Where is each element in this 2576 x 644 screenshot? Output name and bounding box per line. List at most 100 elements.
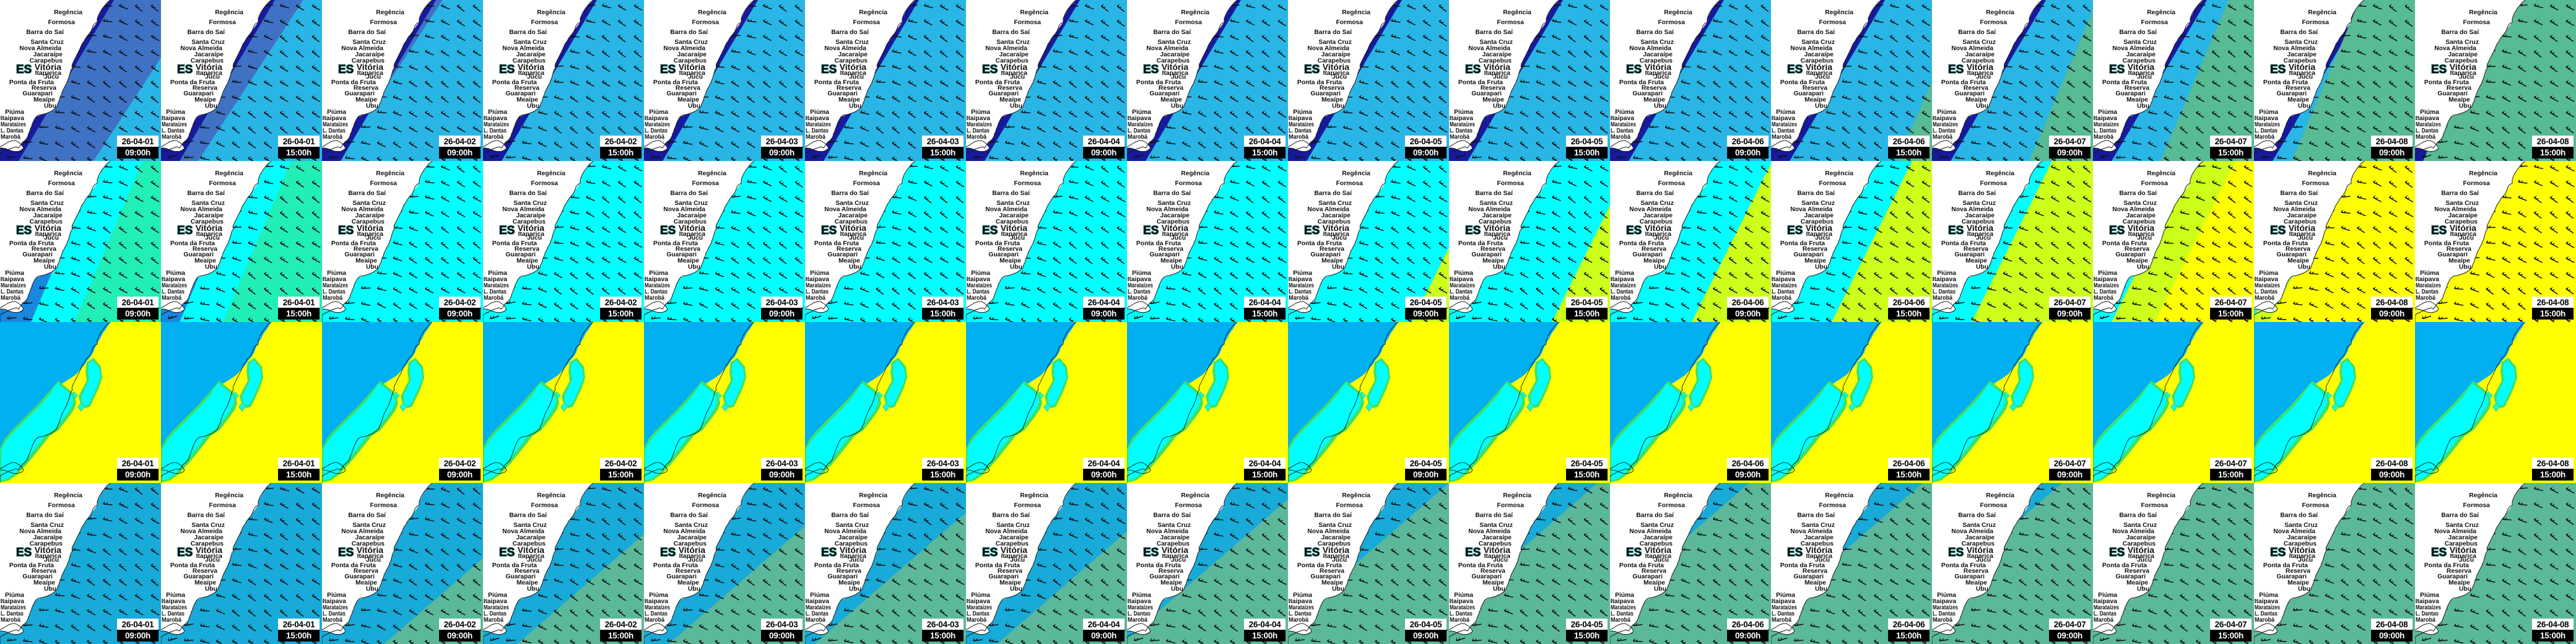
svg-text:Ubu: Ubu	[205, 103, 217, 110]
svg-text:Barra do Saí: Barra do Saí	[26, 190, 64, 197]
svg-text:Marobá: Marobá	[1, 134, 20, 141]
svg-text:Marobá: Marobá	[1772, 134, 1791, 141]
svg-text:ES: ES	[660, 63, 676, 76]
svg-text:Marobá: Marobá	[2255, 134, 2274, 141]
svg-text:Ubu: Ubu	[1010, 103, 1022, 110]
svg-text:Regência: Regência	[1503, 9, 1531, 16]
svg-text:Marobá: Marobá	[484, 134, 503, 141]
svg-text:Barra do Saí: Barra do Saí	[1636, 29, 1674, 36]
svg-text:Formosa: Formosa	[1980, 19, 2008, 26]
svg-text:Marobá: Marobá	[162, 134, 181, 141]
svg-text:Formosa: Formosa	[2302, 19, 2330, 26]
svg-text:Ubu: Ubu	[527, 103, 539, 110]
svg-text:ES: ES	[2431, 63, 2447, 76]
svg-text:Marobá: Marobá	[967, 134, 986, 141]
svg-text:Regência: Regência	[2147, 9, 2175, 16]
svg-text:Ubu: Ubu	[2459, 103, 2471, 110]
svg-text:Regência: Regência	[54, 170, 82, 177]
svg-text:ES: ES	[1948, 63, 1964, 76]
svg-text:Barra do Saí: Barra do Saí	[26, 29, 64, 36]
svg-text:Barra do Saí: Barra do Saí	[348, 29, 386, 36]
svg-text:Formosa: Formosa	[48, 19, 76, 26]
svg-text:Ubu: Ubu	[2298, 103, 2310, 110]
svg-text:ES: ES	[2109, 63, 2125, 76]
svg-text:Ubu: Ubu	[44, 103, 56, 110]
svg-text:Marobá: Marobá	[1289, 134, 1308, 141]
svg-text:Ubu: Ubu	[1171, 103, 1183, 110]
svg-text:Barra do Saí: Barra do Saí	[670, 29, 708, 36]
svg-text:ES: ES	[1626, 63, 1642, 76]
svg-text:Barra do Saí: Barra do Saí	[831, 29, 869, 36]
svg-text:Marobá: Marobá	[1933, 134, 1952, 141]
svg-text:ES: ES	[982, 63, 998, 76]
svg-text:ES: ES	[821, 63, 837, 76]
svg-text:Regência: Regência	[215, 170, 243, 177]
svg-text:Barra do Saí: Barra do Saí	[2280, 29, 2318, 36]
svg-text:ES: ES	[1304, 63, 1320, 76]
svg-text:Regência: Regência	[1825, 9, 1853, 16]
svg-text:Formosa: Formosa	[1336, 19, 1364, 26]
svg-text:Ubu: Ubu	[1654, 103, 1666, 110]
svg-text:Marobá: Marobá	[323, 134, 342, 141]
svg-text:Formosa: Formosa	[1658, 19, 1686, 26]
svg-text:ES: ES	[2270, 63, 2286, 76]
svg-text:Ubu: Ubu	[205, 264, 217, 271]
svg-text:Ubu: Ubu	[1815, 103, 1827, 110]
svg-text:Regência: Regência	[1664, 9, 1692, 16]
svg-text:Regência: Regência	[1986, 9, 2014, 16]
svg-text:Regência: Regência	[376, 9, 404, 16]
svg-text:ES: ES	[1143, 63, 1159, 76]
svg-text:Ubu: Ubu	[1332, 103, 1344, 110]
svg-text:ES: ES	[177, 63, 193, 76]
svg-text:Regência: Regência	[1020, 9, 1048, 16]
svg-text:Marobá: Marobá	[1450, 134, 1469, 141]
svg-text:Marobá: Marobá	[2416, 134, 2435, 141]
svg-text:ES: ES	[177, 224, 193, 237]
svg-text:Formosa: Formosa	[209, 180, 237, 187]
svg-text:ES: ES	[499, 63, 515, 76]
svg-text:Barra do Saí: Barra do Saí	[2119, 29, 2157, 36]
svg-text:Formosa: Formosa	[48, 180, 76, 187]
svg-text:Marobá: Marobá	[162, 295, 181, 302]
svg-text:Barra do Saí: Barra do Saí	[2441, 29, 2479, 36]
svg-text:Formosa: Formosa	[692, 19, 720, 26]
svg-text:ES: ES	[16, 63, 32, 76]
svg-text:Marobá: Marobá	[1128, 134, 1147, 141]
svg-text:Barra do Saí: Barra do Saí	[1797, 29, 1835, 36]
svg-text:ES: ES	[1787, 63, 1803, 76]
svg-text:Marobá: Marobá	[1611, 134, 1630, 141]
svg-text:Barra do Saí: Barra do Saí	[992, 29, 1030, 36]
svg-text:Ubu: Ubu	[688, 103, 700, 110]
svg-text:Formosa: Formosa	[1175, 19, 1203, 26]
svg-text:Barra do Saí: Barra do Saí	[509, 29, 547, 36]
svg-text:Barra do Saí: Barra do Saí	[1958, 29, 1996, 36]
svg-text:Barra do Saí: Barra do Saí	[187, 190, 225, 197]
svg-text:Barra do Saí: Barra do Saí	[187, 29, 225, 36]
svg-text:Formosa: Formosa	[531, 19, 559, 26]
svg-text:ES: ES	[338, 63, 354, 76]
svg-text:Formosa: Formosa	[209, 19, 237, 26]
svg-text:Formosa: Formosa	[2141, 19, 2169, 26]
svg-text:Ubu: Ubu	[366, 103, 378, 110]
svg-text:Regência: Regência	[2469, 9, 2497, 16]
svg-text:Regência: Regência	[2308, 9, 2336, 16]
svg-text:Formosa: Formosa	[853, 19, 881, 26]
svg-text:Regência: Regência	[54, 9, 82, 16]
svg-text:Marobá: Marobá	[645, 134, 664, 141]
svg-text:Formosa: Formosa	[2463, 19, 2491, 26]
svg-text:Formosa: Formosa	[1014, 19, 1042, 26]
svg-text:Regência: Regência	[215, 9, 243, 16]
svg-text:Ubu: Ubu	[1493, 103, 1505, 110]
svg-text:Ubu: Ubu	[1976, 103, 1988, 110]
svg-text:Barra do Saí: Barra do Saí	[1475, 29, 1513, 36]
svg-text:Ubu: Ubu	[849, 103, 861, 110]
svg-text:Barra do Saí: Barra do Saí	[1314, 29, 1352, 36]
svg-text:Formosa: Formosa	[370, 19, 398, 26]
svg-text:Formosa: Formosa	[1819, 19, 1847, 26]
svg-text:Regência: Regência	[698, 9, 726, 16]
svg-text:Regência: Regência	[537, 9, 565, 16]
svg-text:Barra do Saí: Barra do Saí	[1153, 29, 1191, 36]
svg-text:Formosa: Formosa	[1497, 19, 1525, 26]
svg-text:Marobá: Marobá	[2094, 134, 2113, 141]
svg-text:Marobá: Marobá	[1, 295, 20, 302]
